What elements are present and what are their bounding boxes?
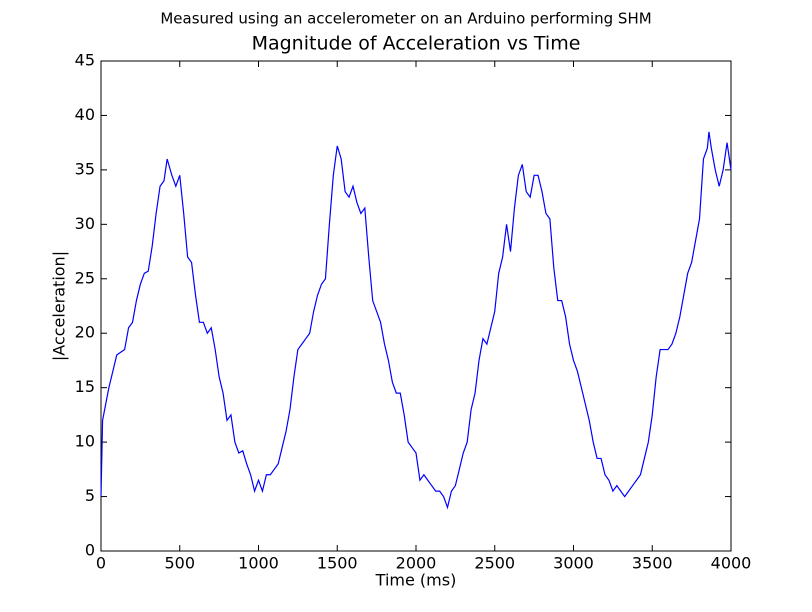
x-tick-label: 2500 [474,554,515,573]
x-tick-label: 4000 [711,554,752,573]
x-tick-label: 0 [96,554,106,573]
x-axis-label: Time (ms) [375,571,457,590]
x-tick-label: 1500 [317,554,358,573]
y-tick-label: 30 [75,214,95,233]
x-tick-label: 3000 [553,554,594,573]
x-tick-label: 500 [164,554,195,573]
y-tick-label: 0 [85,541,95,560]
y-tick-label: 15 [75,377,95,396]
y-axis-label: |Acceleration| [50,251,69,361]
y-tick-label: 40 [75,105,95,124]
y-tick-label: 10 [75,432,95,451]
y-tick-label: 20 [75,323,95,342]
x-tick-label: 3500 [632,554,673,573]
data-line [100,131,732,510]
x-tick-label: 1000 [238,554,279,573]
y-tick-label: 25 [75,268,95,287]
chart-subtitle: Measured using an accelerometer on an Ar… [160,10,651,28]
chart-title: Magnitude of Acceleration vs Time [252,33,581,55]
y-tick-label: 5 [85,486,95,505]
plot-frame [100,60,732,552]
x-tick-label: 2000 [396,554,437,573]
y-tick-label: 45 [75,51,95,70]
y-tick-label: 35 [75,159,95,178]
